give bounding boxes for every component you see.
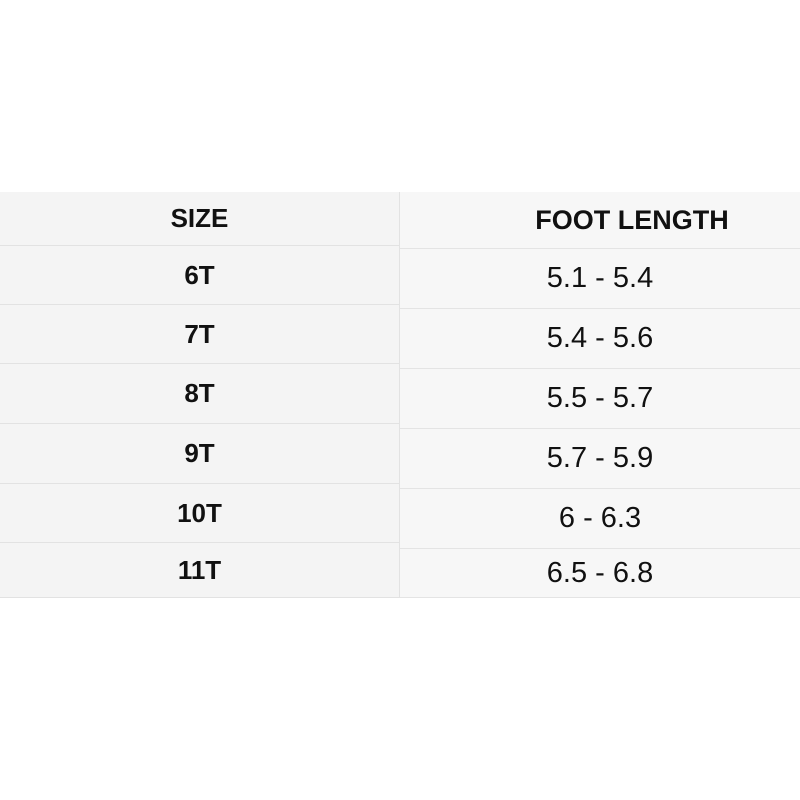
size-cell: 11T <box>0 543 399 598</box>
foot-length-cell: 5.1 - 5.4 <box>400 249 800 309</box>
size-cell: 7T <box>0 305 399 364</box>
column-divider <box>399 192 400 598</box>
size-cell: 10T <box>0 484 399 543</box>
size-cell: 6T <box>0 246 399 305</box>
size-cell: 8T <box>0 364 399 424</box>
foot-length-cell: 6.5 - 6.8 <box>400 549 800 598</box>
size-cell: 9T <box>0 424 399 484</box>
foot-length-cell: 5.7 - 5.9 <box>400 429 800 489</box>
foot-length-cell: 6 - 6.3 <box>400 489 800 549</box>
foot-length-cell: 5.5 - 5.7 <box>400 369 800 429</box>
header-cell: SIZE <box>0 192 399 246</box>
header-cell: FOOT LENGTH <box>400 192 800 249</box>
foot-length-cell: 5.4 - 5.6 <box>400 309 800 369</box>
